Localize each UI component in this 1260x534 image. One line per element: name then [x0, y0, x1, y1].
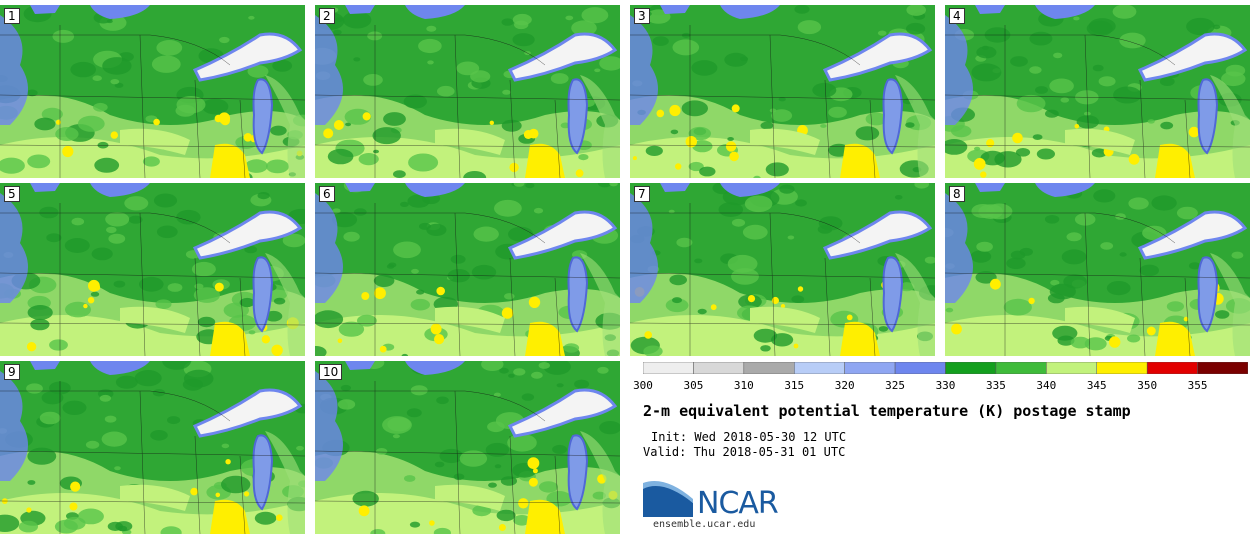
- colorbar-segment: [1096, 362, 1148, 374]
- ensemble-member-panel: 9: [0, 361, 305, 534]
- colorbar-ticks: 300 305 310 315 320 325 330 335 340 345 350 355: [632, 379, 1252, 393]
- ensemble-member-panel: 10: [315, 361, 620, 534]
- member-label: 7: [634, 186, 650, 202]
- member-label: 6: [319, 186, 335, 202]
- member-map: [315, 5, 620, 178]
- colorbar-segment: [743, 362, 795, 374]
- ensemble-member-panel: 4: [945, 5, 1250, 178]
- ncar-logo-text: NCAR: [697, 486, 779, 521]
- member-label: 10: [319, 364, 343, 380]
- colorbar-tick-label: 320: [834, 379, 855, 392]
- member-map: [0, 5, 305, 178]
- colorbar-segment: [1197, 362, 1248, 374]
- member-map: [945, 183, 1250, 356]
- ensemble-member-panel: 1: [0, 5, 305, 178]
- member-label: 9: [4, 364, 20, 380]
- ensemble-member-panel: 7: [630, 183, 935, 356]
- colorbar-tick-label: 300: [633, 379, 653, 392]
- member-label: 8: [949, 186, 965, 202]
- colorbar-segment: [894, 362, 946, 374]
- colorbar-segment: [643, 362, 694, 374]
- colorbar-segment: [1146, 362, 1198, 374]
- colorbar-segment: [844, 362, 896, 374]
- colorbar-tick-label: 325: [885, 379, 906, 392]
- member-label: 5: [4, 186, 20, 202]
- colorbar-tick-label: 305: [683, 379, 704, 392]
- member-label: 4: [949, 8, 965, 24]
- member-label: 3: [634, 8, 650, 24]
- member-label: 1: [4, 8, 20, 24]
- member-map: [315, 361, 620, 534]
- ensemble-member-panel: 2: [315, 5, 620, 178]
- ensemble-member-panel: 5: [0, 183, 305, 356]
- init-time: Init: Wed 2018-05-30 12 UTC: [651, 430, 847, 444]
- ensemble-member-panel: 3: [630, 5, 935, 178]
- chart-title: 2-m equivalent potential temperature (K)…: [643, 402, 1131, 420]
- member-map: [315, 183, 620, 356]
- colorbar-tick-label: 335: [985, 379, 1006, 392]
- member-label: 2: [319, 8, 335, 24]
- member-map: [945, 5, 1250, 178]
- member-map: [630, 5, 935, 178]
- colorbar-segment: [945, 362, 997, 374]
- member-map: [0, 183, 305, 356]
- colorbar-tick-label: 330: [935, 379, 956, 392]
- colorbar-tick-label: 355: [1187, 379, 1208, 392]
- colorbar-segment: [794, 362, 845, 374]
- colorbar-tick-label: 315: [784, 379, 805, 392]
- colorbar-segment: [693, 362, 745, 374]
- ensemble-member-panel: 6: [315, 183, 620, 356]
- colorbar-tick-label: 340: [1036, 379, 1057, 392]
- colorbar-tick-label: 345: [1086, 379, 1107, 392]
- valid-time: Valid: Thu 2018-05-31 01 UTC: [643, 445, 846, 459]
- colorbar-segment: [1046, 362, 1097, 374]
- ncar-logo-icon: [643, 481, 693, 517]
- colorbar-bar: [643, 362, 1248, 374]
- member-map: [0, 361, 305, 534]
- site-url: ensemble.ucar.edu: [653, 519, 756, 530]
- member-map: [630, 183, 935, 356]
- colorbar-tick-label: 350: [1137, 379, 1158, 392]
- colorbar-tick-label: 310: [733, 379, 754, 392]
- colorbar-segment: [995, 362, 1047, 374]
- ensemble-member-panel: 8: [945, 183, 1250, 356]
